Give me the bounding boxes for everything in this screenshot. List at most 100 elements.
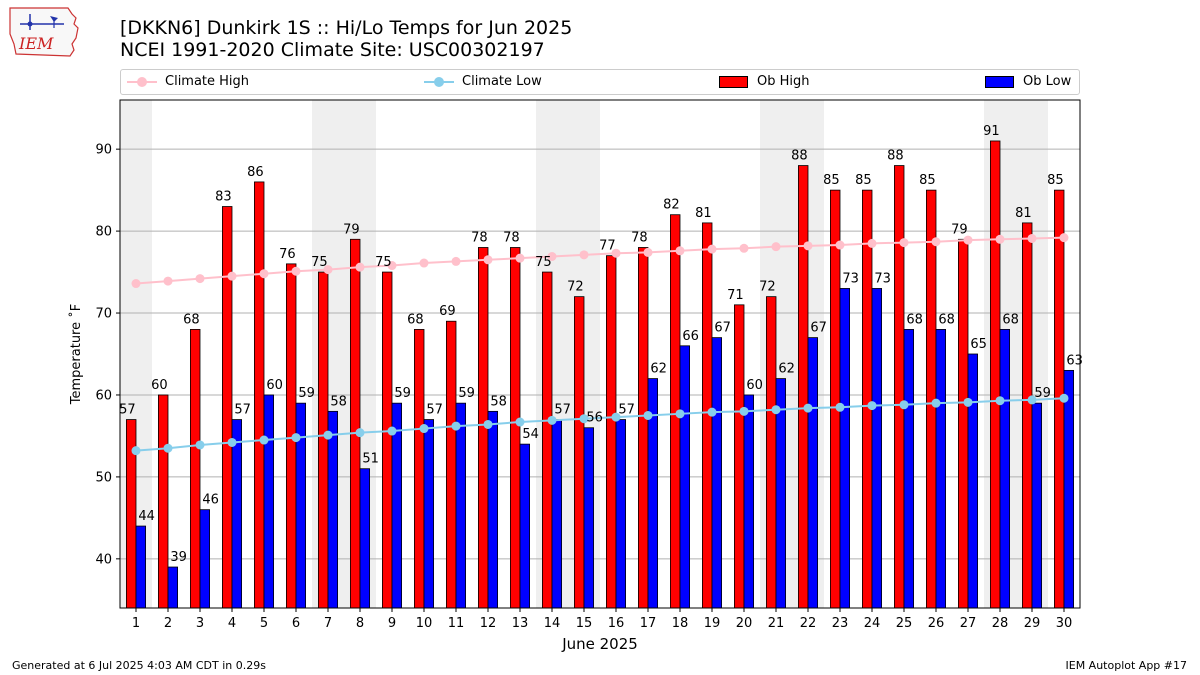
legend-swatch-ob-low — [985, 76, 1014, 88]
legend-label-ob-low: Ob Low — [1023, 74, 1072, 89]
x-tick-label-2: 2 — [164, 616, 172, 631]
bar-ob-low-5 — [263, 394, 275, 609]
label-ob-low-28: 68 — [1002, 312, 1019, 327]
x-tick-label-18: 18 — [672, 616, 689, 631]
label-ob-low-2: 39 — [170, 550, 187, 565]
bar-ob-low-7 — [327, 410, 339, 609]
label-ob-low-14: 57 — [554, 403, 571, 418]
x-tick-label-4: 4 — [228, 616, 236, 631]
label-ob-high-23: 85 — [823, 173, 840, 188]
point-climate-low-20 — [739, 406, 749, 416]
bar-ob-high-23 — [830, 189, 841, 609]
point-climate-high-3 — [195, 274, 205, 284]
label-ob-high-7: 75 — [311, 255, 328, 270]
point-climate-high-27 — [963, 235, 973, 245]
x-tick-label-9: 9 — [388, 616, 396, 631]
bar-ob-low-22 — [807, 337, 819, 609]
point-climate-low-23 — [835, 402, 845, 412]
label-ob-low-7: 58 — [330, 394, 347, 409]
x-tick-label-13: 13 — [512, 616, 529, 631]
x-tick-label-26: 26 — [928, 616, 945, 631]
y-tick-label-40: 40 — [95, 552, 112, 567]
label-ob-low-11: 59 — [458, 386, 475, 401]
label-ob-high-25: 88 — [887, 149, 904, 164]
bar-ob-low-8 — [359, 468, 371, 609]
point-climate-high-11 — [451, 256, 461, 266]
point-climate-low-13 — [515, 417, 525, 427]
point-climate-high-25 — [899, 238, 909, 248]
point-climate-low-16 — [611, 412, 621, 422]
point-climate-low-21 — [771, 405, 781, 415]
x-tick-label-30: 30 — [1056, 616, 1073, 631]
label-ob-low-18: 66 — [682, 329, 699, 344]
label-ob-low-4: 57 — [234, 403, 251, 418]
bar-ob-low-27 — [967, 353, 979, 609]
point-climate-high-17 — [643, 247, 653, 257]
x-tick-label-28: 28 — [992, 616, 1009, 631]
label-ob-high-18: 82 — [663, 198, 680, 213]
label-ob-high-2: 60 — [151, 378, 168, 393]
x-tick-label-1: 1 — [132, 616, 140, 631]
bar-ob-high-9 — [381, 271, 393, 609]
point-climate-low-19 — [707, 407, 717, 417]
x-tick-label-15: 15 — [576, 616, 593, 631]
label-ob-high-17: 78 — [631, 230, 648, 245]
label-ob-high-5: 86 — [247, 165, 264, 180]
x-axis-label: June 2025 — [561, 635, 638, 653]
legend: Climate High Climate Low Ob High Ob Low — [120, 69, 1080, 95]
bar-ob-low-19 — [711, 337, 723, 609]
label-ob-high-11: 69 — [439, 304, 456, 319]
bar-ob-low-30 — [1063, 369, 1075, 609]
point-climate-high-20 — [739, 243, 749, 253]
label-ob-low-26: 68 — [938, 312, 955, 327]
point-climate-high-7 — [323, 265, 333, 275]
point-climate-low-5 — [259, 435, 269, 445]
point-climate-high-5 — [259, 269, 269, 279]
y-tick-label-60: 60 — [95, 388, 112, 403]
label-ob-high-24: 85 — [855, 173, 872, 188]
label-ob-low-23: 73 — [842, 271, 859, 286]
label-ob-high-10: 68 — [407, 312, 424, 327]
label-ob-high-13: 78 — [503, 230, 520, 245]
y-tick-label-80: 80 — [95, 225, 112, 240]
bar-ob-low-3 — [199, 509, 211, 609]
bar-ob-high-27 — [958, 238, 969, 609]
bar-ob-low-4 — [231, 419, 243, 609]
bar-ob-high-25 — [894, 165, 905, 609]
label-ob-high-1: 57 — [119, 403, 136, 418]
bar-ob-high-10 — [413, 329, 425, 609]
bar-ob-high-21 — [766, 296, 777, 609]
point-climate-low-14 — [547, 415, 557, 425]
label-ob-high-30: 85 — [1047, 173, 1064, 188]
label-ob-low-9: 59 — [394, 386, 411, 401]
footer-app: IEM Autoplot App #17 — [1065, 659, 1188, 672]
label-ob-high-9: 75 — [375, 255, 392, 270]
label-ob-high-21: 72 — [759, 280, 776, 295]
label-ob-low-27: 65 — [970, 337, 987, 352]
bar-ob-high-5 — [253, 181, 265, 609]
point-climate-high-29 — [1027, 233, 1037, 243]
iem-logo: IEM — [9, 7, 79, 57]
label-ob-high-14: 75 — [535, 255, 552, 270]
footer-generated: Generated at 6 Jul 2025 4:03 AM CDT in 0… — [12, 659, 266, 672]
bar-ob-low-15 — [583, 427, 595, 609]
bar-ob-low-13 — [519, 443, 531, 609]
point-climate-low-6 — [291, 433, 301, 443]
point-climate-low-17 — [643, 410, 653, 420]
label-ob-high-6: 76 — [279, 247, 296, 262]
point-climate-low-8 — [355, 428, 365, 438]
bar-ob-low-1 — [135, 525, 147, 609]
bar-ob-high-3 — [189, 329, 201, 609]
point-climate-high-30 — [1059, 233, 1069, 243]
x-tick-label-11: 11 — [448, 616, 465, 631]
point-climate-low-29 — [1027, 395, 1037, 405]
label-ob-low-12: 58 — [490, 394, 507, 409]
point-climate-high-22 — [803, 241, 813, 251]
point-climate-high-19 — [707, 244, 717, 254]
bar-ob-high-2 — [157, 394, 169, 609]
legend-label-climate-high: Climate High — [165, 74, 250, 89]
bar-ob-low-10 — [423, 419, 435, 609]
bar-ob-high-17 — [638, 247, 649, 609]
label-ob-high-26: 85 — [919, 173, 936, 188]
bar-ob-low-12 — [487, 410, 499, 609]
